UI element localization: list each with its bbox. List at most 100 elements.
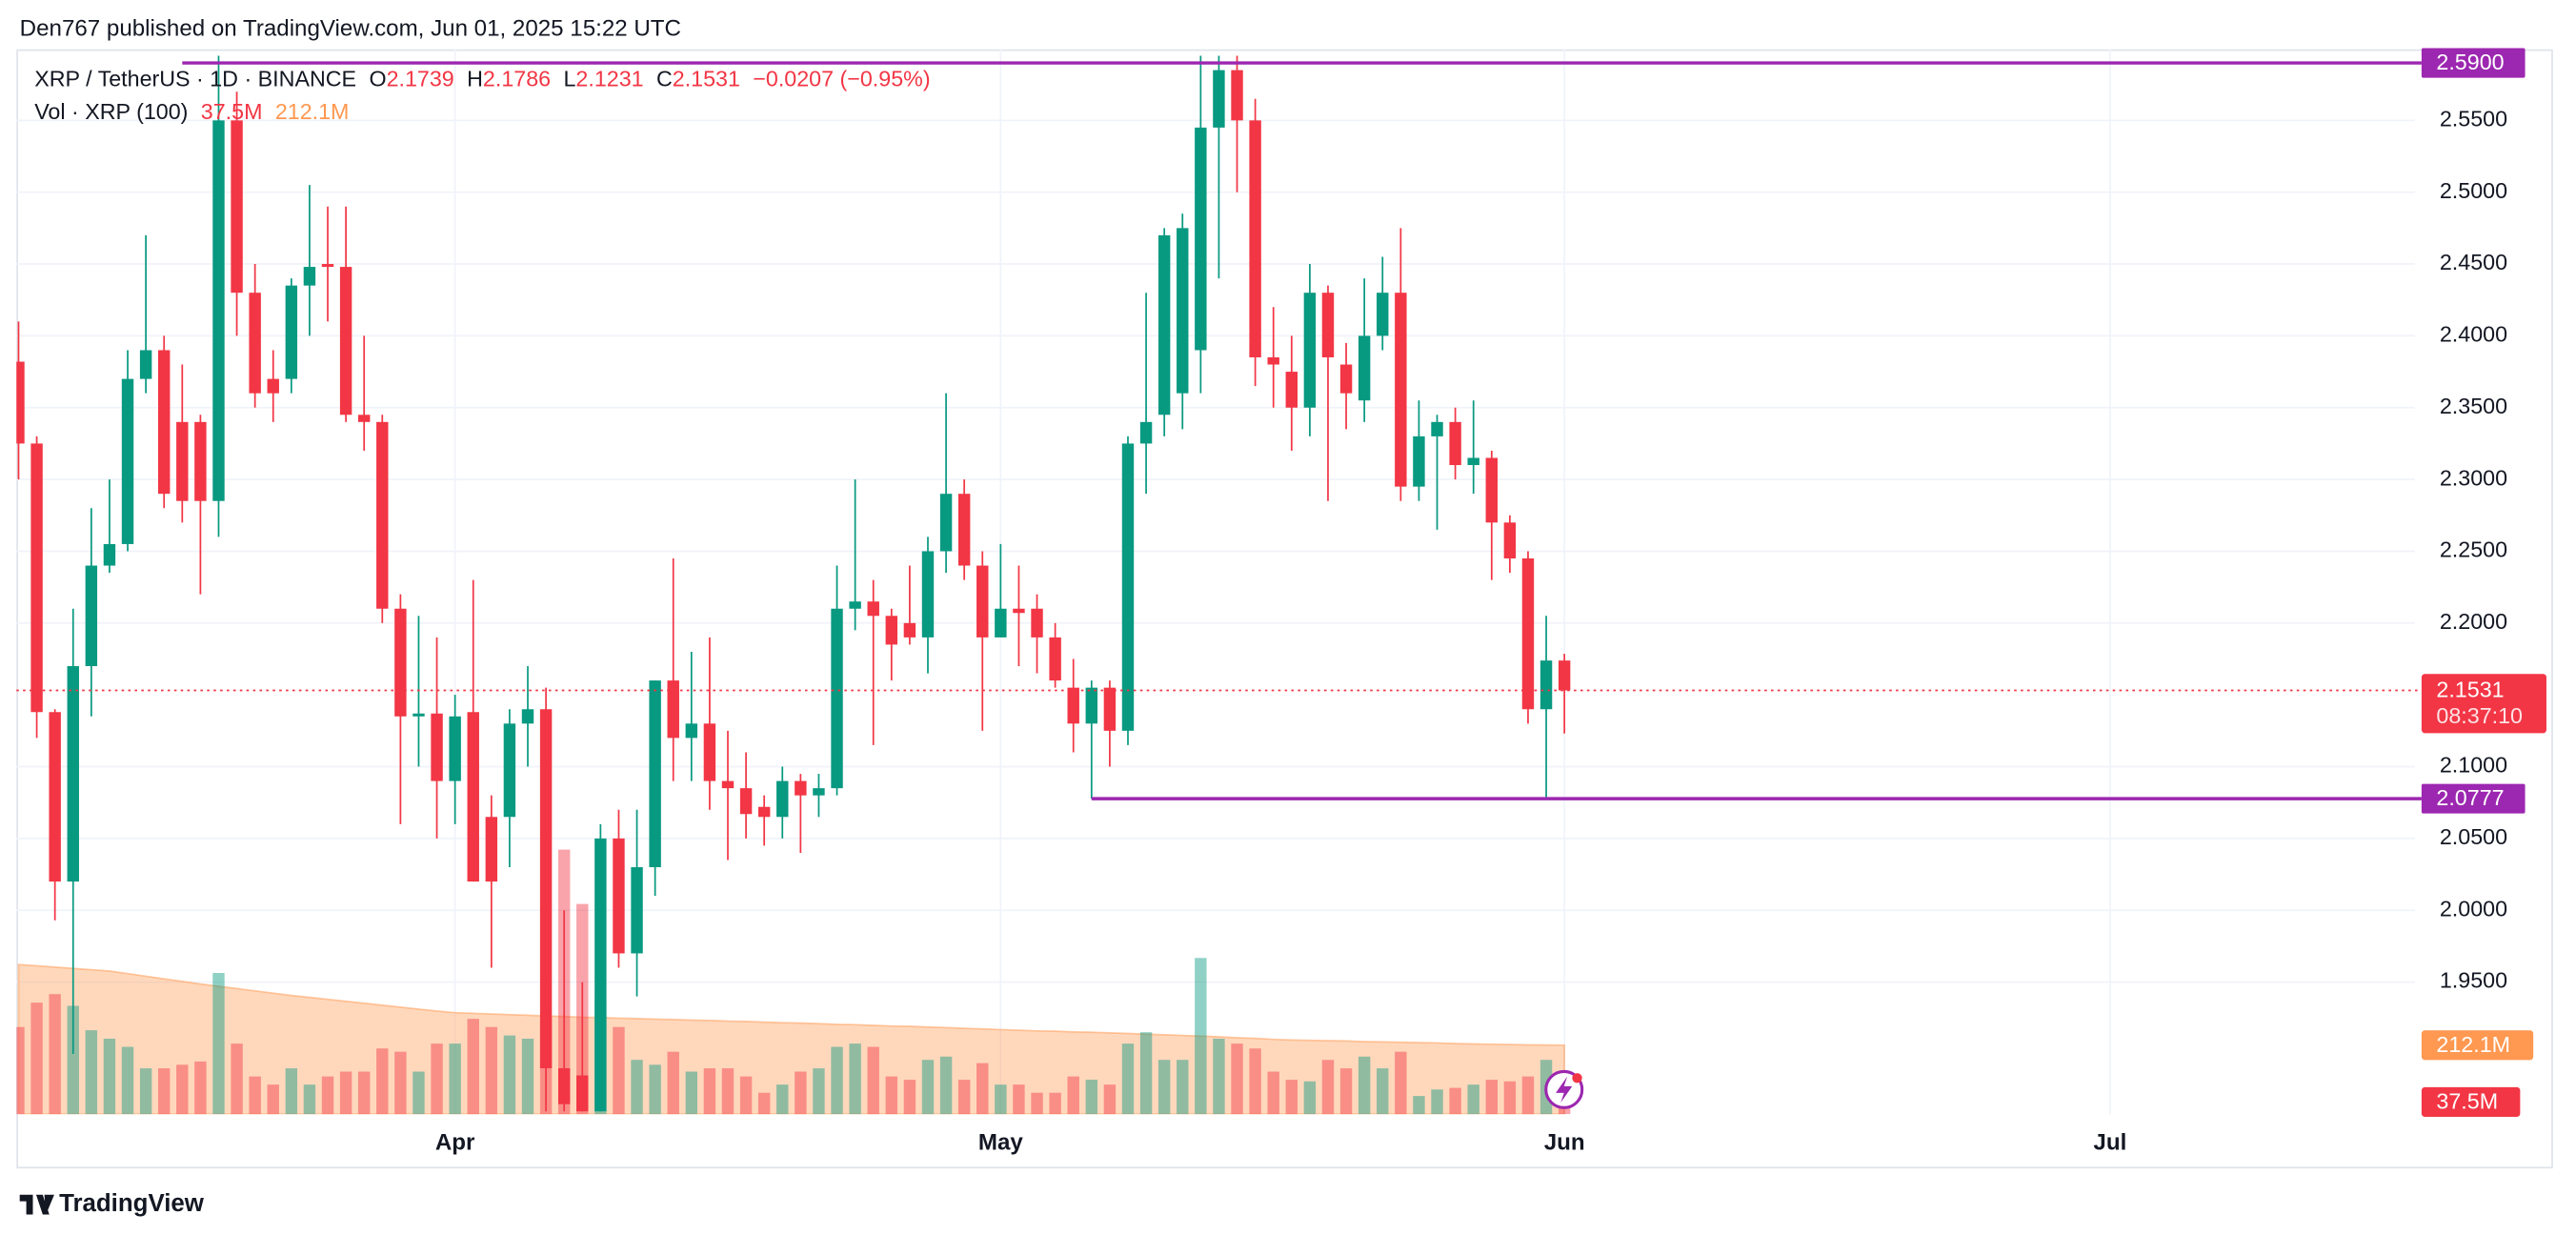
candle-body <box>867 601 879 617</box>
candle-body <box>394 608 407 717</box>
y-tick-label: 2.3500 <box>2440 394 2507 418</box>
candle-body <box>1085 687 1098 724</box>
plot-area <box>16 55 1571 1115</box>
candle-body <box>795 780 807 796</box>
candle-body <box>1449 421 1461 466</box>
candle-body <box>1285 372 1298 408</box>
candle-body <box>431 713 443 781</box>
candle-body <box>339 267 352 415</box>
candle-body <box>757 806 771 818</box>
volume-bar <box>16 1026 25 1115</box>
volume-bar <box>703 1068 716 1115</box>
volume-bar <box>1177 1060 1189 1115</box>
candle-body <box>85 565 98 667</box>
close-value: 2.1531 <box>673 67 740 91</box>
volume-bar <box>103 1039 116 1115</box>
volume-label: 37.5M <box>2436 1088 2498 1113</box>
last-price-label: 2.1531 <box>2436 678 2504 702</box>
candle-body <box>1339 364 1353 394</box>
candle-body <box>885 616 898 645</box>
volume-bar <box>1013 1084 1025 1115</box>
legend-volume: Vol · XRP (100) 37.5M 212.1M <box>34 99 349 124</box>
volume-bar <box>1067 1076 1079 1115</box>
candle-body <box>467 712 479 882</box>
countdown: 08:37:10 <box>2436 703 2523 728</box>
volume-bar <box>30 1002 43 1115</box>
volume-bar <box>394 1051 407 1115</box>
candle-body <box>231 120 243 294</box>
candle-body <box>1321 293 1335 358</box>
volume-bar <box>212 973 225 1115</box>
volume-bar <box>449 1043 461 1115</box>
candle-body <box>30 443 43 713</box>
candle-body <box>813 788 825 796</box>
candle-body <box>739 788 753 815</box>
volume-bar <box>503 1035 516 1115</box>
volume-bar <box>521 1039 534 1115</box>
candle-body <box>1177 228 1189 394</box>
candle-body <box>1395 293 1407 487</box>
ohlc-letter: C <box>656 67 673 91</box>
legend-price: XRP / TetherUS · 1D · BINANCE O2.1739 H2… <box>34 67 930 91</box>
volume-bar <box>1249 1048 1261 1115</box>
candle-body <box>503 723 516 818</box>
volume-bar <box>1321 1060 1335 1115</box>
candle-body <box>1013 608 1025 614</box>
volume-bar <box>795 1071 807 1115</box>
volume-bar <box>667 1051 679 1115</box>
overlay: 1.9500 2.0000 2.0500 2.1000 2.2000 2.2500 2.30… <box>16 48 2546 1156</box>
volume-bar <box>485 1026 498 1115</box>
volume-bar <box>831 1046 843 1115</box>
candle-body <box>1139 421 1153 444</box>
volume-bar <box>67 1005 79 1115</box>
volume-bar <box>249 1076 261 1115</box>
volume-bar <box>1521 1076 1535 1115</box>
candle-body <box>121 378 134 544</box>
candle-body <box>16 361 25 444</box>
candle-body <box>139 350 152 379</box>
candle-body <box>1413 435 1425 487</box>
ohlc-letter: L <box>563 67 575 91</box>
volume-ma-tag <box>2421 1030 2534 1061</box>
volume-bar <box>1231 1043 1243 1115</box>
volume-bar <box>1157 1060 1171 1115</box>
volume-bar <box>1449 1087 1461 1115</box>
high-value: 2.1786 <box>483 67 551 91</box>
candle-body <box>212 120 225 501</box>
candle-body <box>485 817 498 882</box>
candle-body <box>1558 660 1571 691</box>
volume-bar <box>1213 1039 1225 1115</box>
y-tick-label: 2.5000 <box>2440 178 2507 203</box>
candle-body <box>321 264 334 268</box>
candle-body <box>103 543 116 566</box>
candle-body <box>649 680 661 868</box>
candle-body <box>1121 443 1135 731</box>
y-tick-label: 2.2000 <box>2440 609 2507 634</box>
candle-body <box>1067 687 1079 724</box>
volume-bar <box>631 1060 643 1115</box>
candle-body <box>49 712 61 882</box>
candle-body <box>1503 522 1517 559</box>
volume-bar <box>231 1043 243 1115</box>
change-value: −0.0207 <box>753 67 834 91</box>
volume-bar <box>85 1030 98 1115</box>
candle-body <box>976 565 989 638</box>
candle-body <box>521 709 534 724</box>
volume-bar <box>1103 1084 1117 1115</box>
candle-body <box>357 415 371 422</box>
volume-bar <box>176 1064 189 1115</box>
candle-body <box>667 680 679 739</box>
volume-bar <box>157 1068 171 1115</box>
candle-body <box>721 780 735 789</box>
candle-body <box>957 494 971 566</box>
volume-bar <box>1339 1068 1353 1115</box>
candle-body <box>831 608 843 789</box>
volume-bar <box>1503 1081 1517 1115</box>
volume-bar <box>849 1043 861 1115</box>
candle-body <box>1103 687 1117 731</box>
volume-bar <box>921 1060 935 1115</box>
volume-bar <box>1467 1084 1479 1115</box>
alert-icon <box>1544 1069 1584 1109</box>
